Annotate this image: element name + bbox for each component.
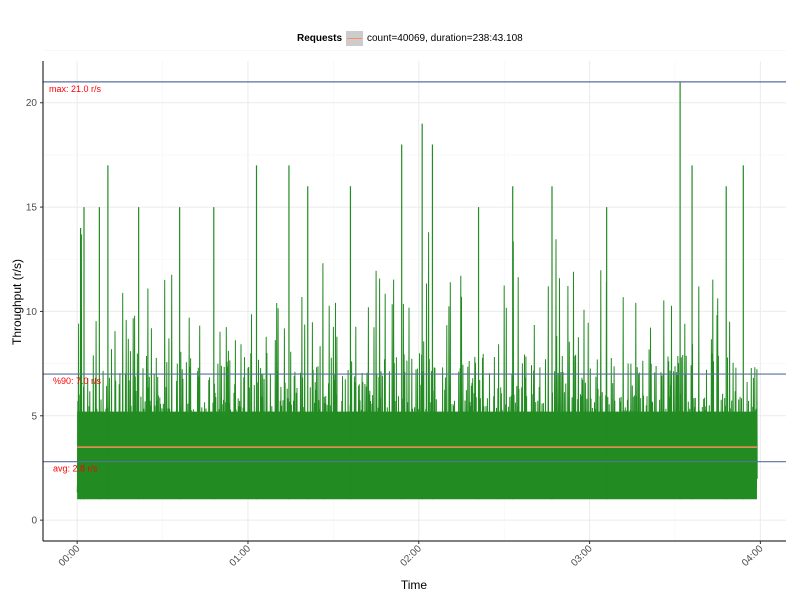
x-tick-label: 03:00 [569,543,595,569]
max-label: max: 21.0 r/s [49,84,102,94]
legend-entry: count=40069, duration=238:43.108 [367,33,523,44]
y-tick-label: 5 [31,411,37,422]
legend: Requests count=40069, duration=238:43.10… [297,31,523,46]
legend-title: Requests [297,33,342,44]
throughput-series-body [77,411,757,500]
y-tick-label: 0 [31,516,37,527]
p90-label: %90: 7.0 r/s [53,376,102,386]
y-tick-label: 10 [26,307,38,318]
y-tick-label: 15 [26,203,38,214]
y-axis-title: Throughput (r/s) [10,259,24,345]
y-tick-label: 20 [26,98,38,109]
x-tick-label: 01:00 [228,543,254,569]
x-tick-label: 04:00 [740,543,766,569]
x-tick-label: 00:00 [57,543,83,569]
x-tick-label: 02:00 [398,543,424,569]
avg-label: avg: 2.8 r/s [53,464,98,474]
plot-area: avg: 2.8 r/s %90: 7.0 r/s max: 21.0 r/s 0 5 1… [26,50,786,569]
x-axis-title: Time [401,578,428,592]
